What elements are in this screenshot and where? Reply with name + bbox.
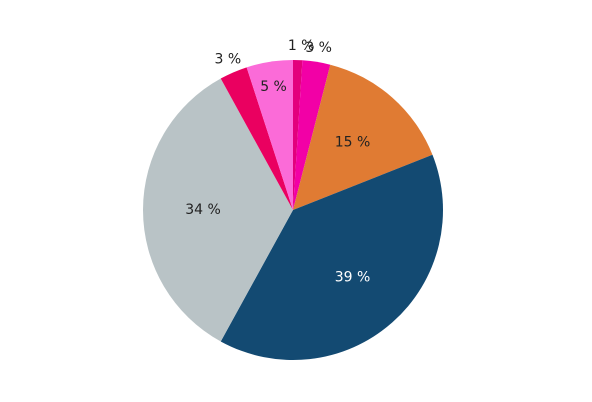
pie-slice (293, 64, 433, 210)
pie-slice (293, 60, 303, 210)
pie-slice (142, 78, 293, 342)
data-label: 34 % (185, 202, 221, 218)
pie-slice (220, 67, 293, 210)
data-label: 15 % (335, 134, 371, 150)
pie-slice (246, 60, 293, 210)
pie-slice (220, 154, 443, 361)
data-label: 39 % (335, 270, 371, 286)
pie-slice (293, 60, 331, 210)
data-label: 5 % (260, 79, 287, 95)
data-label: 1 % (288, 38, 315, 54)
data-label: 3 % (215, 51, 242, 67)
data-label: 3 % (305, 40, 332, 56)
